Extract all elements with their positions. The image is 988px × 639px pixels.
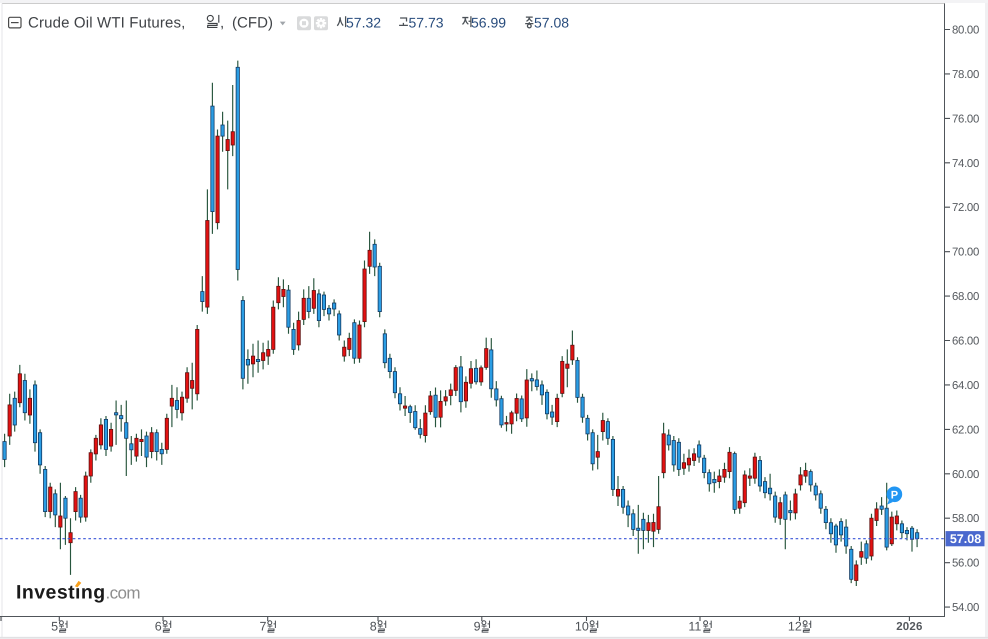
svg-text:11: 11 [688,620,701,634]
svg-text:62.00: 62.00 [952,424,979,436]
svg-text:57.73: 57.73 [409,15,444,31]
svg-text:(CFD): (CFD) [232,15,273,32]
svg-text:57.32: 57.32 [346,15,381,31]
svg-text:74.00: 74.00 [952,158,979,170]
svg-text:.com: .com [106,584,141,603]
svg-text:5: 5 [51,620,58,634]
svg-text:P: P [891,490,898,502]
svg-text:2026: 2026 [896,621,922,633]
svg-text:66.00: 66.00 [952,336,979,348]
svg-text:12: 12 [788,620,802,634]
svg-text:70.00: 70.00 [952,247,979,259]
svg-text:60.00: 60.00 [952,469,979,481]
svg-text:54.00: 54.00 [952,602,979,614]
svg-text:64.00: 64.00 [952,380,979,392]
svg-text:76.00: 76.00 [952,113,979,125]
svg-text:,: , [220,15,224,32]
svg-text:6: 6 [155,620,162,634]
svg-text:Investıng: Investıng [16,582,106,604]
svg-text:56.99: 56.99 [471,15,506,31]
svg-text:58.00: 58.00 [952,513,979,525]
svg-text:72.00: 72.00 [952,202,979,214]
svg-text:56.00: 56.00 [952,558,979,570]
svg-text:57.08: 57.08 [534,15,569,31]
svg-text:9: 9 [474,620,481,634]
svg-text:80.00: 80.00 [952,25,979,37]
svg-text:7: 7 [260,620,267,634]
svg-text:68.00: 68.00 [952,291,979,303]
svg-text:57.08: 57.08 [950,532,981,546]
svg-text:10: 10 [575,620,589,634]
svg-text:Crude Oil WTI Futures,: Crude Oil WTI Futures, [28,15,186,32]
svg-text:78.00: 78.00 [952,69,979,81]
svg-text:8: 8 [370,620,377,634]
